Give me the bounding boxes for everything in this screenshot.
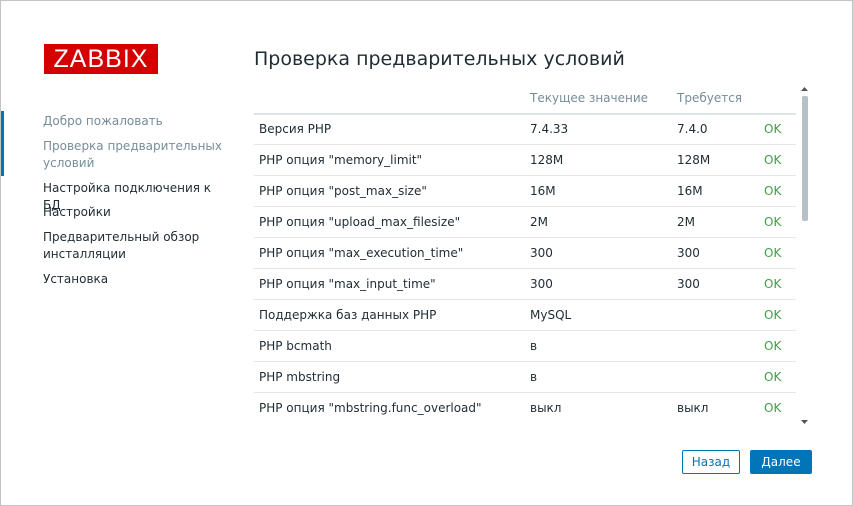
required-value: 300 <box>677 246 700 260</box>
status: OK <box>764 370 782 384</box>
table-row: PHP опция "mbstring.func_overload" выкл вы… <box>254 393 796 423</box>
requirement-name: PHP опция "post_max_size" <box>259 184 427 198</box>
column-header: Требуется <box>677 91 743 105</box>
wizard-step: Настройки <box>43 205 111 219</box>
requirement-name: PHP опция "max_execution_time" <box>259 246 464 260</box>
scroll-up[interactable] <box>800 85 809 93</box>
current-value: в <box>530 370 538 384</box>
status: OK <box>764 184 782 198</box>
status: OK <box>764 339 782 353</box>
table-row: PHP опция "memory_limit" 128M 128M OK <box>254 145 796 176</box>
table-row: Поддержка баз данных PHP MySQL OK <box>254 300 796 331</box>
requirements-table: Текущее значение Требуется Версия PHP 7.4.3… <box>254 83 796 423</box>
current-step-indicator <box>1 111 4 176</box>
page-title: Проверка предварительных условий <box>254 48 625 70</box>
next-button[interactable]: Далее <box>750 450 812 474</box>
required-value: 300 <box>677 277 700 291</box>
back-button[interactable]: Назад <box>682 450 740 474</box>
table-header: Текущее значение Требуется <box>254 83 796 115</box>
status: OK <box>764 215 782 229</box>
status: OK <box>764 277 782 291</box>
logo: ZABBIX <box>44 44 158 74</box>
status: OK <box>764 153 782 167</box>
status: OK <box>764 401 782 415</box>
requirement-name: Версия PHP <box>259 122 332 136</box>
current-value: 128M <box>530 153 564 167</box>
wizard-step: Предварительный обзор инсталляции <box>43 230 200 261</box>
requirement-name: PHP опция "mbstring.func_overload" <box>259 401 482 415</box>
requirement-name: Поддержка баз данных PHP <box>259 308 437 322</box>
wizard-step: Настройка подключения к БД <box>43 181 212 212</box>
scrollbar-thumb[interactable] <box>802 96 808 221</box>
wizard-step: Проверка предварительных условий <box>43 139 222 170</box>
table-row: PHP опция "post_max_size" 16M 16M OK <box>254 176 796 207</box>
table-row: PHP bcmath в OK <box>254 331 796 362</box>
current-value: 7.4.33 <box>530 122 569 136</box>
wizard-step: Добро пожаловать <box>43 114 163 128</box>
current-value: MySQL <box>530 308 572 322</box>
table-row: PHP mbstring в OK <box>254 362 796 393</box>
requirement-name: PHP опция "max_input_time" <box>259 277 436 291</box>
scroll-down[interactable] <box>800 418 809 426</box>
wizard-step: Установка <box>43 272 109 286</box>
required-value: 16M <box>677 184 703 198</box>
requirement-name: PHP mbstring <box>259 370 341 384</box>
table-row: PHP опция "upload_max_filesize" 2M 2M OK <box>254 207 796 238</box>
required-value: 7.4.0 <box>677 122 708 136</box>
current-value: 16M <box>530 184 556 198</box>
status: OK <box>764 246 782 260</box>
table-row: PHP опция "max_execution_time" 300 300 OK <box>254 238 796 269</box>
current-value: 2M <box>530 215 548 229</box>
column-header: Текущее значение <box>530 91 649 105</box>
required-value: выкл <box>677 401 709 415</box>
required-value: 128M <box>677 153 711 167</box>
current-value: 300 <box>530 246 553 260</box>
table-row: Версия PHP 7.4.33 7.4.0 OK <box>254 114 796 145</box>
requirement-name: PHP опция "upload_max_filesize" <box>259 215 461 229</box>
required-value: 2M <box>677 215 695 229</box>
table-row: PHP опция "max_input_time" 300 300 OK <box>254 269 796 300</box>
status: OK <box>764 308 782 322</box>
current-value: выкл <box>530 401 562 415</box>
requirement-name: PHP опция "memory_limit" <box>259 153 423 167</box>
current-value: в <box>530 339 538 353</box>
current-value: 300 <box>530 277 553 291</box>
requirement-name: PHP bcmath <box>259 339 332 353</box>
status: OK <box>764 122 782 136</box>
